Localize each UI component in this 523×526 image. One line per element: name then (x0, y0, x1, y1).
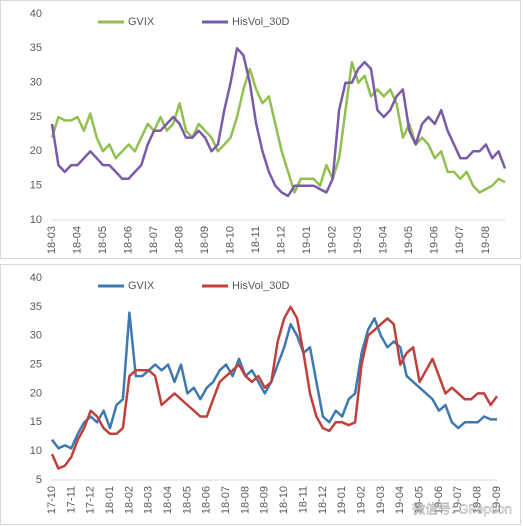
legend-label: GVIX (128, 16, 155, 28)
x-tick-label: 19-04 (378, 226, 390, 254)
y-tick-label: 5 (36, 474, 42, 486)
y-tick-label: 15 (30, 416, 42, 428)
y-tick-label: 10 (30, 214, 42, 226)
x-tick-label: 18-08 (174, 226, 186, 254)
x-tick-label: 18-04 (71, 226, 83, 254)
x-tick-label: 19-04 (394, 486, 406, 514)
x-tick-label: 18-03 (46, 226, 58, 254)
panel-frame (0, 0, 521, 259)
x-tick-label: 19-06 (429, 226, 441, 254)
y-tick-label: 15 (30, 180, 42, 192)
y-tick-label: 20 (30, 145, 42, 157)
legend-label: HisVol_30D (232, 280, 290, 292)
x-tick-label: 18-07 (148, 226, 160, 254)
series-line (50, 311, 497, 450)
y-tick-label: 40 (30, 272, 42, 284)
x-tick-label: 19-03 (352, 226, 364, 254)
x-tick-label: 19-07 (454, 226, 466, 254)
x-tick-label: 18-09 (199, 226, 211, 254)
x-tick-label: 18-12 (317, 486, 329, 514)
x-tick-label: 17-10 (46, 486, 58, 514)
x-tick-label: 18-11 (250, 226, 262, 253)
x-tick-label: 19-06 (433, 486, 445, 514)
y-tick-label: 10 (30, 445, 42, 457)
x-tick-label: 19-02 (355, 486, 367, 514)
x-tick-label: 18-10 (225, 226, 237, 254)
x-tick-label: 18-03 (143, 486, 155, 514)
x-tick-label: 18-07 (220, 486, 232, 514)
y-tick-label: 35 (30, 42, 42, 54)
y-tick-label: 40 (30, 8, 42, 20)
x-tick-label: 18-09 (259, 486, 271, 514)
x-tick-label: 19-02 (327, 226, 339, 254)
x-tick-label: 18-06 (122, 226, 134, 254)
x-tick-label: 18-05 (181, 486, 193, 514)
x-tick-label: 18-10 (278, 486, 290, 514)
x-tick-label: 17-12 (85, 486, 97, 514)
x-tick-label: 19-08 (480, 226, 492, 254)
legend-label: HisVol_30D (232, 16, 290, 28)
x-tick-label: 18-05 (97, 226, 109, 254)
y-tick-label: 30 (30, 77, 42, 89)
legend-label: GVIX (128, 280, 155, 292)
series-line (50, 305, 499, 470)
x-tick-label: 18-12 (276, 226, 288, 254)
watermark: 微信号: GFoption (412, 501, 512, 516)
x-tick-label: 19-03 (375, 486, 387, 514)
x-tick-label: 18-01 (104, 486, 116, 514)
series-line (50, 47, 507, 198)
x-tick-label: 18-04 (162, 486, 174, 514)
y-tick-label: 35 (30, 301, 42, 313)
x-tick-label: 19-05 (403, 226, 415, 254)
x-tick-label: 18-02 (123, 486, 135, 514)
x-tick-label: 19-09 (491, 486, 503, 514)
x-tick-label: 19-01 (336, 486, 348, 514)
y-tick-label: 25 (30, 358, 42, 370)
x-tick-label: 18-08 (239, 486, 251, 514)
y-tick-label: 30 (30, 330, 42, 342)
x-tick-label: 18-11 (297, 486, 309, 513)
x-tick-label: 19-01 (301, 226, 313, 254)
series-line (50, 60, 506, 194)
y-tick-label: 25 (30, 111, 42, 123)
x-tick-label: 18-06 (201, 486, 213, 514)
x-tick-label: 17-11 (65, 486, 77, 513)
x-tick-label: 19-05 (414, 486, 426, 514)
panel-frame (0, 264, 521, 525)
y-tick-label: 20 (30, 387, 42, 399)
x-tick-label: 19-07 (452, 486, 464, 514)
x-tick-label: 19-08 (472, 486, 484, 514)
